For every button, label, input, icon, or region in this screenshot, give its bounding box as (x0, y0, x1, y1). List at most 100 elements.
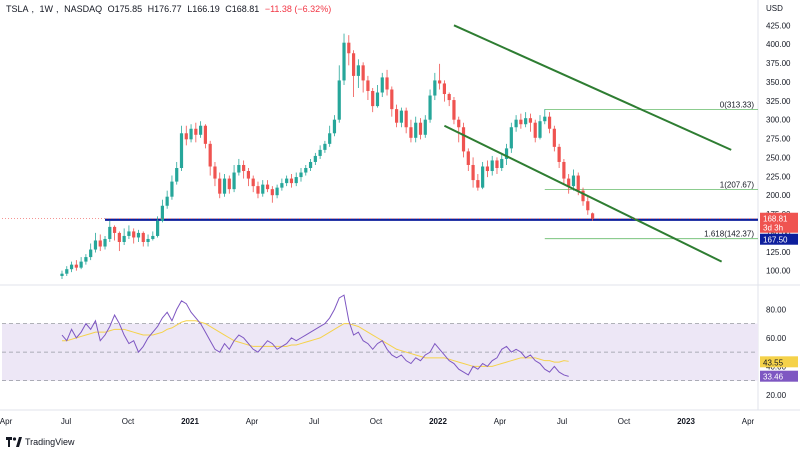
candle-body[interactable] (289, 178, 294, 184)
candle-body[interactable] (485, 166, 490, 172)
candle-body[interactable] (65, 269, 69, 274)
candle-body[interactable] (165, 196, 169, 206)
candle-body[interactable] (533, 122, 537, 138)
candle-body[interactable] (218, 178, 222, 194)
candle-body[interactable] (222, 178, 227, 194)
candle-body[interactable] (466, 151, 470, 165)
candle-body[interactable] (318, 149, 322, 156)
candle-body[interactable] (251, 178, 255, 187)
candle-body[interactable] (332, 119, 337, 134)
candle-body[interactable] (170, 181, 174, 197)
candle-body[interactable] (146, 238, 150, 242)
candle-body[interactable] (299, 172, 303, 178)
candle-body[interactable] (136, 232, 141, 238)
candle-body[interactable] (256, 186, 260, 194)
candle-body[interactable] (390, 89, 394, 110)
candle-body[interactable] (543, 116, 547, 122)
candle-body[interactable] (461, 127, 466, 152)
candle-body[interactable] (351, 53, 356, 76)
candle-body[interactable] (500, 158, 504, 169)
candle-body[interactable] (547, 116, 552, 129)
candle-body[interactable] (528, 118, 533, 123)
candle-body[interactable] (313, 155, 317, 162)
candle-body[interactable] (108, 226, 112, 239)
candle-body[interactable] (323, 143, 327, 150)
candle-body[interactable] (581, 190, 585, 202)
candle-body[interactable] (275, 187, 279, 196)
candle-body[interactable] (261, 184, 265, 194)
candle-body[interactable] (227, 178, 231, 190)
candle-body[interactable] (208, 143, 212, 167)
candle-body[interactable] (356, 65, 360, 76)
candle-body[interactable] (347, 42, 351, 54)
candle-body[interactable] (538, 121, 542, 138)
candle-body[interactable] (184, 133, 188, 140)
candle-body[interactable] (175, 168, 179, 182)
candle-body[interactable] (112, 226, 117, 233)
candle-body[interactable] (337, 80, 341, 120)
candle-body[interactable] (481, 166, 485, 188)
candle-body[interactable] (74, 264, 78, 268)
candle-body[interactable] (265, 184, 270, 190)
candle-body[interactable] (567, 178, 571, 187)
candle-body[interactable] (69, 264, 74, 270)
candle-body[interactable] (504, 148, 509, 159)
candle-body[interactable] (442, 83, 446, 95)
candle-body[interactable] (270, 189, 274, 196)
candle-body[interactable] (308, 161, 313, 169)
candle-body[interactable] (409, 127, 413, 138)
candle-body[interactable] (395, 109, 399, 123)
candle-body[interactable] (495, 160, 499, 169)
candle-body[interactable] (476, 180, 480, 188)
candle-body[interactable] (586, 201, 590, 211)
candle-body[interactable] (414, 122, 418, 138)
candle-body[interactable] (117, 232, 121, 242)
candle-body[interactable] (242, 164, 246, 172)
rsi-ma-line[interactable] (62, 320, 569, 367)
candle-body[interactable] (156, 220, 160, 236)
interval-label[interactable]: 1W (39, 4, 54, 14)
candle-body[interactable] (84, 257, 88, 262)
candle-body[interactable] (179, 133, 184, 169)
candle-body[interactable] (79, 261, 83, 268)
tradingview-branding[interactable]: TradingView (6, 437, 75, 447)
candle-body[interactable] (404, 110, 408, 128)
candle-body[interactable] (328, 133, 332, 144)
candle-body[interactable] (571, 175, 576, 187)
candle-body[interactable] (399, 110, 403, 123)
candle-body[interactable] (385, 77, 389, 90)
candle-body[interactable] (375, 92, 380, 107)
candle-body[interactable] (433, 80, 437, 96)
candle-body[interactable] (471, 164, 475, 181)
candle-body[interactable] (490, 160, 494, 172)
candle-body[interactable] (519, 119, 523, 125)
candle-body[interactable] (213, 166, 217, 179)
candle-body[interactable] (576, 175, 580, 191)
candle-body[interactable] (342, 42, 346, 81)
candle-body[interactable] (524, 118, 528, 125)
candle-body[interactable] (203, 125, 207, 144)
candle-body[interactable] (160, 205, 164, 221)
candle-body[interactable] (380, 77, 384, 93)
upper-channel-line[interactable] (453, 24, 732, 151)
symbol-name[interactable]: TSLA (6, 4, 29, 14)
candle-body[interactable] (514, 119, 518, 128)
candle-body[interactable] (122, 235, 126, 242)
candle-body[interactable] (232, 172, 236, 190)
candle-body[interactable] (237, 164, 241, 173)
lower-channel-line[interactable] (443, 124, 723, 263)
candle-body[interactable] (562, 161, 566, 179)
candle-body[interactable] (294, 177, 298, 184)
candle-body[interactable] (418, 122, 423, 135)
candle-body[interactable] (423, 119, 427, 135)
candle-body[interactable] (557, 146, 561, 162)
rsi-line[interactable] (61, 294, 569, 377)
candle-body[interactable] (127, 231, 131, 236)
candle-body[interactable] (280, 183, 284, 188)
candle-body[interactable] (103, 238, 107, 247)
candle-body[interactable] (371, 91, 375, 107)
candle-body[interactable] (89, 249, 93, 258)
candle-body[interactable] (285, 178, 289, 184)
